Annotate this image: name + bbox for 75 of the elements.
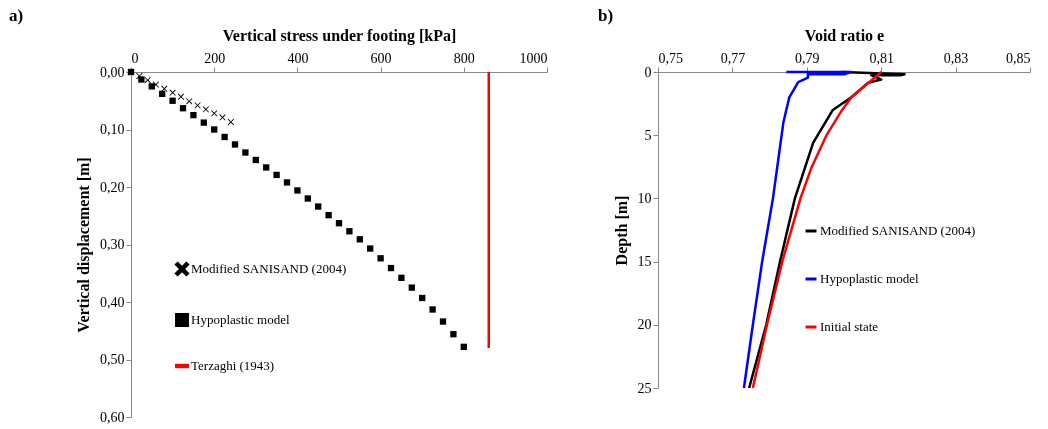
point (202, 106, 210, 113)
x-tick-label: 0,81 (869, 50, 894, 66)
legend-label: Modified SANISAND (2004) (191, 261, 347, 276)
y-axis-title: Vertical displacement [m] (75, 157, 93, 333)
y-tick-label: 0,00 (100, 64, 125, 80)
legend-label: Hypoplastic model (820, 271, 919, 286)
legend-label: Hypoplastic model (191, 312, 290, 327)
point (283, 179, 291, 186)
point (335, 220, 343, 227)
x-tick-label: 200 (204, 50, 226, 66)
point (200, 119, 207, 126)
point (211, 110, 218, 117)
point (263, 164, 270, 171)
point (252, 156, 259, 164)
point (294, 187, 301, 194)
point (367, 245, 374, 252)
x-tick-label: 800 (453, 50, 475, 66)
x-tick-label: 0,83 (943, 50, 969, 66)
y-tick-label: 15 (637, 254, 652, 270)
x-tick-label: 0,77 (720, 50, 746, 66)
y-tick-label: 0,20 (100, 179, 125, 195)
point (450, 331, 457, 338)
x-tick-label: 600 (370, 50, 392, 66)
point (398, 274, 405, 282)
y-tick-label: 0,10 (100, 122, 125, 137)
point (460, 343, 467, 351)
point (315, 203, 322, 210)
point (377, 255, 384, 262)
chart-title: b) (598, 6, 614, 25)
x-tick-label: 0,75 (658, 50, 683, 66)
point (325, 212, 332, 219)
x-tick-label: 0 (131, 50, 139, 66)
point (177, 93, 185, 100)
point (190, 111, 197, 119)
x-axis-title: Void ratio e (804, 26, 885, 44)
legend-label: Terzaghi (1943) (191, 358, 275, 373)
y-axis-title: Depth [m] (612, 195, 631, 266)
point (159, 90, 166, 98)
point (242, 149, 249, 156)
y-tick-label: 0,50 (100, 352, 125, 367)
x-tick-label: 400 (287, 50, 309, 66)
x-tick-label: 0,85 (1006, 50, 1031, 66)
point (169, 97, 176, 104)
point (356, 236, 363, 243)
point (304, 195, 311, 202)
point (387, 264, 395, 272)
legend-label: Initial state (820, 319, 879, 334)
point (221, 133, 228, 141)
x-axis-title: Vertical stress under footing [kPa] (222, 26, 457, 45)
y-tick-label: 0,60 (100, 409, 125, 425)
point (148, 83, 155, 90)
y-tick-label: 25 (637, 380, 652, 396)
point (186, 98, 193, 105)
point (408, 284, 415, 291)
legend-label: Modified SANISAND (2004) (820, 223, 976, 238)
point (429, 306, 436, 313)
x-tick-label: 1000 (519, 50, 548, 66)
x-tick-label: 0,79 (795, 50, 820, 66)
point (439, 318, 447, 325)
point (161, 85, 168, 92)
point (346, 228, 353, 235)
y-tick-label: 5 (644, 127, 652, 143)
point (273, 171, 280, 179)
point (419, 294, 426, 302)
point (179, 105, 187, 112)
point (144, 76, 151, 84)
y-tick-label: 0,40 (100, 294, 125, 310)
y-tick-label: 10 (637, 190, 652, 206)
point (138, 76, 145, 83)
y-tick-label: 0 (644, 64, 652, 80)
y-tick-label: 20 (637, 317, 652, 333)
point (231, 141, 239, 148)
point (211, 126, 218, 133)
y-tick-label: 0,30 (100, 237, 125, 252)
chart-title: a) (9, 6, 24, 25)
